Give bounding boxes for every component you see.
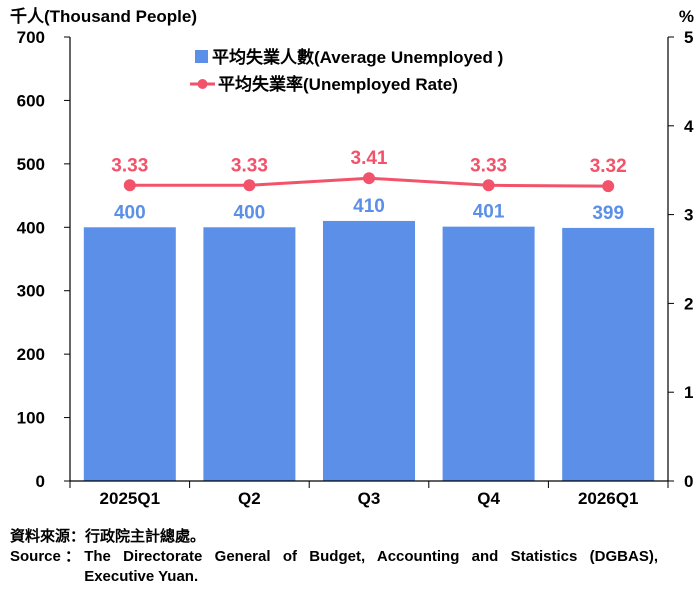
y-left-tick-label: 200: [17, 345, 45, 364]
rate-point: [602, 180, 615, 193]
source-label: Source ：: [10, 548, 85, 565]
legend-line-marker: [197, 79, 208, 89]
rate-point: [482, 179, 495, 192]
legend-bar-label: 平均失業人數(Average Unemployed ): [212, 47, 503, 67]
bar-value-label: 401: [473, 202, 505, 223]
line-value-labels: 3.33 3.33 3.41 3.33 3.32: [111, 148, 626, 177]
y-left-tick-label: 700: [17, 28, 45, 47]
x-category-label: 2026Q1: [578, 489, 639, 508]
source-note: 資料來源：行政院主計總處。 Source ： The Directorate G…: [10, 527, 658, 587]
y-left-tick-label: 600: [17, 91, 45, 110]
bar-value-label: 400: [234, 202, 266, 223]
bar-series: [83, 220, 655, 481]
rate-value-label: 3.33: [111, 155, 148, 176]
legend-bar-swatch: [195, 50, 208, 63]
combo-chart: 千人(Thousand People) % 0 100 200 300 400 500 60…: [10, 7, 694, 508]
bar: [83, 227, 176, 481]
y-right-axis-title: %: [679, 7, 694, 26]
y-left-tick-label: 400: [17, 218, 45, 237]
source-note-chinese: 資料來源：行政院主計總處。: [10, 528, 206, 545]
x-category-labels: 2025Q1 Q2 Q3 Q4 2026Q1: [100, 489, 639, 508]
bar-value-label: 399: [592, 203, 624, 224]
y-right-tick-labels: 0 1 2 3 4 5: [684, 28, 694, 491]
rate-value-label: 3.41: [351, 148, 388, 169]
y-left-tick-label: 500: [17, 155, 45, 174]
bar-value-label: 410: [353, 196, 385, 217]
axes: [64, 36, 674, 488]
bar: [562, 227, 655, 481]
rate-point: [363, 172, 375, 185]
bar: [442, 226, 535, 481]
y-right-tick-label: 5: [684, 28, 693, 47]
bar-value-labels: 400 400 410 401 399: [114, 196, 624, 224]
source-text: The Directorate General of Budget, Accou…: [84, 548, 658, 585]
bar-value-label: 400: [114, 202, 146, 223]
y-left-tick-labels: 0 100 200 300 400 500 600 700: [17, 28, 45, 491]
x-category-label: Q4: [477, 489, 500, 508]
rate-point: [243, 179, 256, 192]
y-left-tick-label: 0: [36, 472, 45, 491]
bar: [203, 227, 296, 481]
y-left-tick-label: 300: [17, 282, 45, 301]
y-right-tick-label: 4: [684, 117, 694, 136]
rate-value-label: 3.33: [470, 155, 507, 176]
rate-point: [123, 179, 136, 192]
y-right-tick-label: 2: [684, 294, 693, 313]
rate-value-label: 3.32: [590, 156, 627, 177]
y-right-tick-label: 3: [684, 206, 693, 225]
bar: [323, 220, 415, 481]
y-right-tick-label: 1: [684, 383, 693, 402]
line-series: [123, 172, 615, 193]
legend: 平均失業人數(Average Unemployed ) 平均失業率(Unemplo…: [190, 47, 503, 94]
rate-value-label: 3.33: [231, 155, 268, 176]
x-category-label: 2025Q1: [100, 489, 161, 508]
y-left-axis-title: 千人(Thousand People): [10, 7, 197, 26]
y-right-tick-label: 0: [684, 472, 693, 491]
x-category-label: Q2: [238, 489, 261, 508]
x-category-label: Q3: [358, 489, 381, 508]
y-left-tick-label: 100: [17, 409, 45, 428]
legend-line-label: 平均失業率(Unemployed Rate): [218, 74, 458, 94]
